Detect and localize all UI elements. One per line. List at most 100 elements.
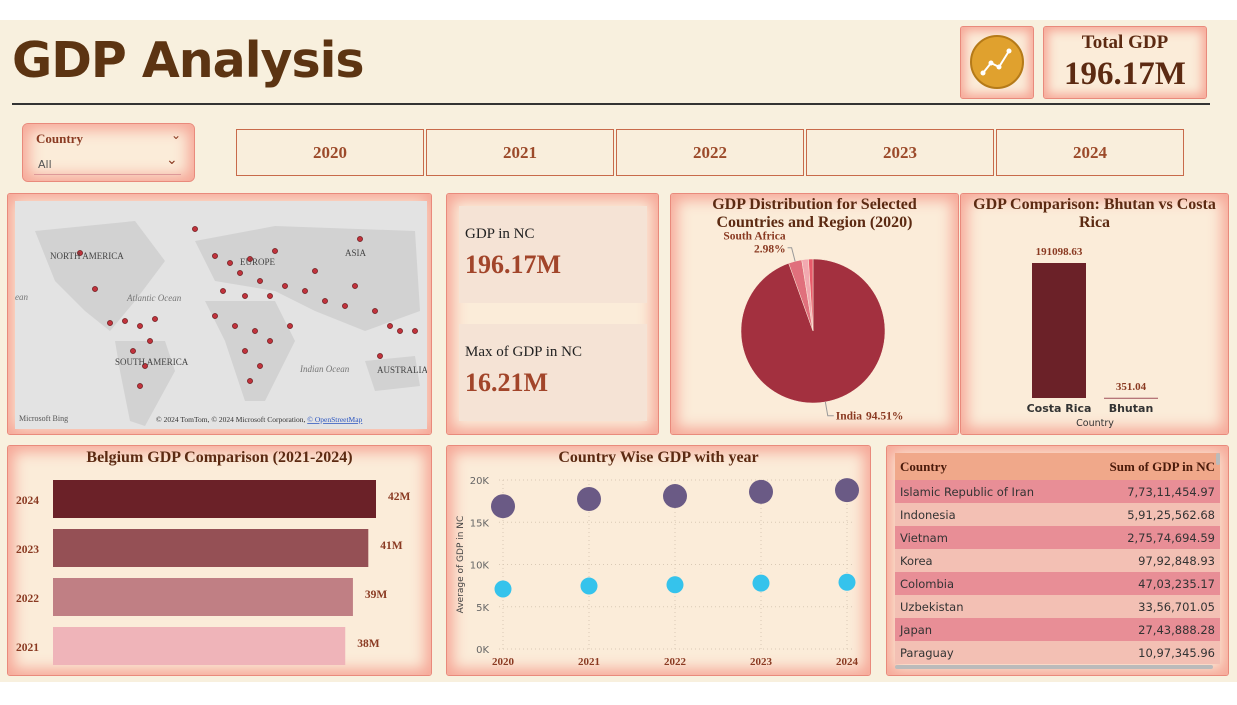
year-button[interactable]: 2024 bbox=[996, 129, 1184, 176]
scrollbar[interactable] bbox=[1216, 453, 1220, 465]
table-row: Korea 97,92,848.93 bbox=[895, 549, 1220, 572]
y-tick-label: 2023 bbox=[16, 544, 39, 556]
dashboard: GDP Analysis Total GDP 196.17M Country ⌄… bbox=[0, 20, 1237, 682]
bar bbox=[53, 578, 353, 616]
scatter-panel: 0K 5K 10K 15K 20K 2020 2021 2022 2023 2024 Average… bbox=[446, 445, 871, 676]
slicer-label: Country bbox=[36, 131, 83, 146]
table-panel: Country Sum of GDP in NC Islamic Republi… bbox=[886, 445, 1229, 676]
scatter-chart: 0K 5K 10K 15K 20K 2020 2021 2022 2023 2024 Average… bbox=[456, 476, 859, 668]
table-cell: Japan bbox=[900, 622, 933, 637]
bar-panel: 191098.63 Costa Rica 351.04 Bhutan Country G… bbox=[960, 193, 1229, 435]
table-header: Country Sum of GDP in NC bbox=[895, 453, 1220, 480]
page-title: GDP Analysis bbox=[12, 32, 365, 89]
leader-line bbox=[824, 401, 834, 417]
category-label: South Africa bbox=[723, 231, 786, 243]
y-tick-label: 10K bbox=[470, 561, 490, 572]
kpi-value: 196.17M bbox=[1064, 56, 1186, 92]
map-panel: NORTH AMERICA ASIA EUROPE Atlantic Ocean… bbox=[7, 193, 432, 435]
dropdown-arrow: ⌄ bbox=[166, 153, 178, 168]
bar bbox=[53, 480, 376, 518]
map-attribution: © 2024 TomTom, © 2024 Microsoft Corporat… bbox=[156, 415, 363, 424]
table-cell: Islamic Republic of Iran bbox=[900, 484, 1035, 499]
bubble bbox=[835, 478, 859, 503]
category-label: India bbox=[836, 411, 862, 423]
x-axis-title: Country bbox=[1076, 418, 1114, 429]
bubble bbox=[577, 487, 601, 512]
chart-title: GDP Distribution for Selected Countries … bbox=[712, 196, 917, 231]
bubble bbox=[491, 494, 515, 519]
x-tick-label: Bhutan bbox=[1109, 402, 1154, 415]
x-tick-label: 2023 bbox=[750, 656, 773, 668]
slicer-value: All bbox=[38, 158, 52, 171]
slicer-dropdown[interactable]: All ⌄ bbox=[34, 153, 181, 175]
year-button[interactable]: 2022 bbox=[616, 129, 804, 176]
x-tick-label: 2021 bbox=[578, 656, 600, 668]
table-row: Japan 27,43,888.28 bbox=[895, 618, 1220, 641]
data-label: 38M bbox=[357, 638, 380, 650]
data-label: 41M bbox=[380, 540, 403, 552]
bubble bbox=[666, 576, 684, 594]
map-label: ASIA bbox=[345, 248, 367, 258]
table-cell: 2,75,74,694.59 bbox=[1127, 530, 1215, 545]
x-tick-label: 2022 bbox=[664, 656, 687, 668]
map-label: SOUTH AMERICA bbox=[115, 357, 189, 367]
map[interactable]: NORTH AMERICA ASIA EUROPE Atlantic Ocean… bbox=[15, 201, 427, 429]
bubble bbox=[580, 577, 598, 595]
year-button[interactable]: 2021 bbox=[426, 129, 614, 176]
table-cell: Indonesia bbox=[900, 507, 956, 522]
y-tick-label: 2021 bbox=[16, 642, 39, 654]
attribution-text: © 2024 TomTom, © 2024 Microsoft Corporat… bbox=[156, 415, 307, 424]
map-logo: Microsoft Bing bbox=[19, 414, 68, 423]
column-header[interactable]: Sum of GDP in NC bbox=[1109, 458, 1215, 474]
map-label: AUSTRALIA bbox=[377, 365, 427, 375]
map-label: Indian Ocean bbox=[299, 364, 350, 374]
table-cell: Paraguay bbox=[900, 645, 954, 660]
logo-icon bbox=[970, 35, 1024, 89]
x-tick-label: Costa Rica bbox=[1027, 402, 1092, 415]
y-tick-label: 2022 bbox=[16, 593, 39, 605]
y-tick-label: 15K bbox=[470, 518, 490, 529]
kpi-card: Max of GDP in NC 16.21M bbox=[459, 324, 647, 421]
leader-line bbox=[787, 247, 796, 262]
y-axis-title: Average of GDP in NC bbox=[456, 516, 466, 614]
country-slicer[interactable]: Country ⌄ All ⌄ bbox=[22, 123, 195, 182]
column-header[interactable]: Country bbox=[900, 458, 947, 474]
bar bbox=[53, 627, 346, 665]
bubble bbox=[838, 573, 856, 591]
table-cell: 47,03,235.17 bbox=[1138, 576, 1215, 591]
card-value: 16.21M bbox=[465, 368, 549, 397]
chart-title: GDP Comparison: Bhutan vs Costa Rica bbox=[973, 196, 1216, 231]
chart-title: Country Wise GDP with year bbox=[558, 449, 759, 466]
x-tick-label: 2020 bbox=[492, 656, 515, 668]
data-label: South Africa 2.98% bbox=[723, 231, 786, 256]
table-row: Vietnam 2,75,74,694.59 bbox=[895, 526, 1220, 549]
year-button[interactable]: 2020 bbox=[236, 129, 424, 176]
bar bbox=[53, 529, 369, 567]
table-row: Paraguay 10,97,345.96 bbox=[895, 641, 1220, 664]
cards-panel: GDP in NC 196.17M Max of GDP in NC 16.21… bbox=[446, 193, 659, 435]
bar-chart: 191098.63 Costa Rica 351.04 Bhutan Country bbox=[1027, 246, 1158, 429]
scrollbar[interactable] bbox=[895, 665, 1213, 669]
kpi-card: GDP in NC 196.17M bbox=[459, 206, 647, 303]
table-cell: Korea bbox=[900, 553, 933, 568]
year-button[interactable]: 2023 bbox=[806, 129, 994, 176]
pie-chart: India 94.51% South Africa 2.98% bbox=[723, 231, 903, 423]
data-label: 191098.63 bbox=[1036, 246, 1083, 258]
map-label: NORTH AMERICA bbox=[50, 251, 124, 261]
y-tick-label: 5K bbox=[476, 603, 489, 614]
y-tick-label: 20K bbox=[470, 476, 490, 487]
map-label: Atlantic Ocean bbox=[126, 293, 182, 303]
table-cell: 5,91,25,562.68 bbox=[1127, 507, 1215, 522]
pie-slice bbox=[808, 258, 814, 332]
bar bbox=[1032, 263, 1086, 398]
slicer-collapse[interactable]: ⌄ bbox=[171, 128, 182, 142]
table-cell: Uzbekistan bbox=[900, 599, 964, 614]
attribution-link[interactable]: © OpenStreetMap bbox=[307, 415, 362, 424]
bar bbox=[1104, 397, 1158, 399]
card-label: Max of GDP in NC bbox=[465, 344, 582, 360]
value-label: 2.98% bbox=[754, 244, 786, 256]
table-row: Uzbekistan 33,56,701.05 bbox=[895, 595, 1220, 618]
value-label: 94.51% bbox=[866, 411, 903, 423]
kpi-box: Total GDP 196.17M bbox=[1043, 26, 1207, 99]
table-cell: 27,43,888.28 bbox=[1138, 622, 1215, 637]
